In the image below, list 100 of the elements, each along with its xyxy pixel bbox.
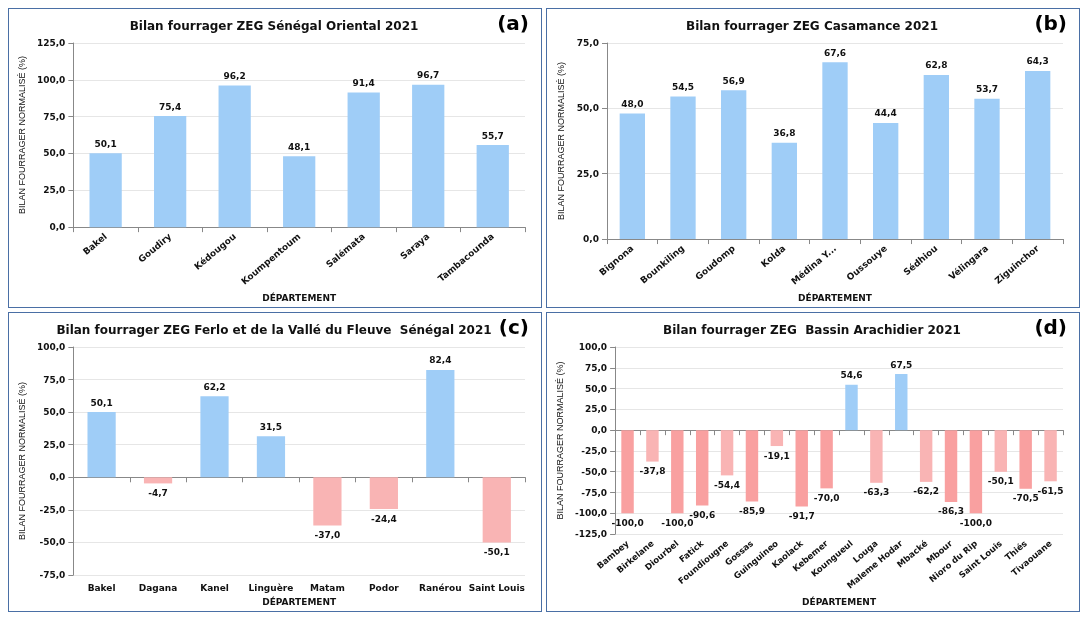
data-label: -85,9	[738, 506, 765, 517]
data-label: -19,1	[763, 450, 790, 461]
chart-title: Bilan fourrager ZEG Ferlo et de la Vallé du Fleuve Sénégal 2021	[56, 323, 492, 337]
y-tick-label: 100,0	[578, 342, 608, 352]
x-axis-title: DÉPARTEMENT	[798, 291, 873, 303]
y-tick-label: 25,0	[43, 439, 66, 450]
data-label: -63,3	[863, 487, 890, 498]
x-tick-label: Linguère	[248, 582, 294, 593]
x-axis-title: DÉPARTEMENT	[802, 595, 877, 607]
data-label: -100,0	[959, 517, 993, 528]
y-tick-label: -100,0	[574, 508, 608, 519]
data-label: 67,5	[890, 359, 913, 370]
y-axis-title: BILAN FOURRAGER NORMALISÉ (%)	[16, 56, 27, 215]
bar	[621, 430, 634, 514]
y-tick-label: 75,0	[584, 362, 608, 373]
chart-title: Bilan fourrager ZEG Sénégal Oriental 2021	[129, 19, 419, 33]
data-label: -50,1	[987, 476, 1014, 487]
y-tick-label: -25,0	[39, 504, 66, 515]
bar	[1044, 430, 1057, 482]
bar	[721, 90, 747, 240]
y-tick-label: 25,0	[576, 168, 599, 179]
bar	[154, 116, 187, 228]
data-label: 75,4	[159, 101, 182, 112]
text: (b)	[1034, 11, 1068, 35]
data-label: -62,2	[913, 486, 940, 497]
bar	[923, 74, 949, 240]
bar	[1025, 70, 1051, 240]
data-label: 56,9	[722, 75, 745, 86]
y-tick-label: 75,0	[43, 374, 66, 385]
data-label: 67,6	[823, 47, 847, 58]
x-tick-label: Dagana	[138, 582, 178, 593]
bar	[671, 430, 684, 514]
data-label: 54,5	[671, 82, 695, 93]
y-tick-label: -75,0	[581, 487, 608, 498]
x-tick-label: Podor	[368, 582, 400, 593]
data-label: -70,0	[813, 492, 840, 503]
bar	[283, 156, 316, 228]
bar	[143, 477, 173, 484]
bar	[969, 430, 983, 514]
bar	[873, 122, 899, 240]
y-tick-label: 0,0	[49, 222, 66, 233]
chart-title: Bilan fourrager ZEG Casamance 2021	[686, 19, 938, 33]
bar	[426, 369, 455, 478]
bar	[89, 153, 122, 228]
data-label: 64,3	[1026, 56, 1049, 67]
data-label: 62,2	[203, 381, 226, 392]
y-tick-label: 0,0	[49, 472, 66, 483]
y-tick-label: 0,0	[591, 425, 608, 436]
y-tick-label: 50,0	[43, 407, 66, 418]
bar	[200, 396, 229, 478]
bar	[870, 430, 883, 483]
data-label: 50,1	[94, 138, 117, 149]
y-axis-title: BILAN FOURRAGER NORMALISÉ (%)	[16, 381, 27, 541]
data-label: -86,3	[938, 506, 964, 517]
y-tick-label: 100,0	[36, 74, 66, 85]
y-tick-label: 0,0	[583, 234, 599, 245]
text: (a)	[497, 11, 529, 35]
data-label: 55,7	[481, 130, 504, 141]
x-tick-label: Bakel	[87, 582, 116, 593]
bar	[87, 412, 116, 478]
bar	[822, 62, 848, 240]
data-label: -91,7	[788, 510, 815, 521]
y-tick-label: 50,0	[43, 148, 66, 159]
x-axis-title: DÉPARTEMENT	[262, 291, 338, 303]
data-label: 96,2	[223, 70, 246, 81]
data-label: -24,4	[370, 513, 397, 524]
data-label: -70,5	[1012, 493, 1039, 504]
bar	[820, 430, 833, 489]
bar	[994, 430, 1008, 472]
y-tick-label: -25,0	[581, 445, 608, 456]
y-tick-label: 100,0	[36, 342, 66, 352]
data-label: -37,8	[639, 466, 666, 477]
x-axis-title: DÉPARTEMENT	[262, 595, 338, 607]
y-tick-label: 25,0	[584, 404, 608, 415]
data-label: -54,4	[714, 479, 741, 490]
bar	[944, 430, 958, 502]
bar	[476, 145, 509, 228]
data-label: 62,8	[925, 60, 948, 71]
y-tick-label: 125,0	[36, 38, 66, 48]
bar	[670, 96, 696, 240]
bar	[619, 113, 645, 240]
y-tick-label: 50,0	[576, 103, 599, 114]
data-label: -100,0	[611, 517, 644, 528]
data-label: -37,0	[314, 529, 341, 540]
data-label: -61,5	[1037, 485, 1064, 496]
bar	[695, 430, 709, 506]
text: (d)	[1034, 315, 1068, 339]
bar	[720, 430, 734, 476]
data-label: 48,0	[621, 99, 644, 110]
bar	[218, 85, 251, 228]
data-label: -50,1	[483, 547, 510, 558]
y-tick-label: -50,0	[581, 466, 608, 477]
y-tick-label: -75,0	[39, 570, 66, 580]
y-tick-label: -125,0	[574, 529, 608, 540]
chart-title: Bilan fourrager ZEG Bassin Arachidier 2021	[663, 323, 961, 337]
x-tick-label: Matam	[310, 582, 345, 593]
bar	[845, 384, 858, 431]
data-label: 53,7	[975, 84, 999, 95]
bar	[1019, 430, 1032, 489]
bar	[771, 142, 797, 240]
